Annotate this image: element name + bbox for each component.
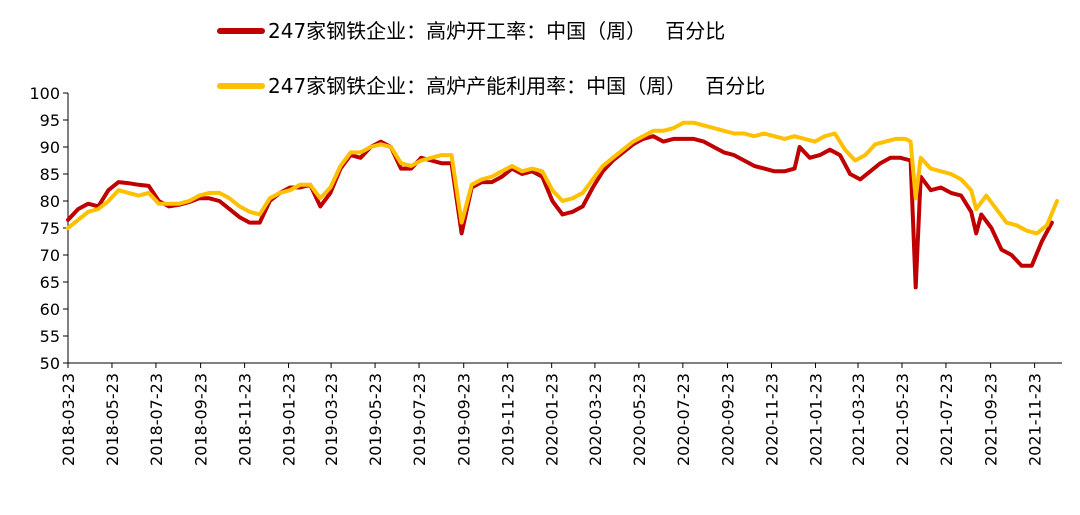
x-tick-label: 2020-09-23	[719, 373, 738, 466]
x-tick-label: 2019-03-23	[322, 373, 341, 466]
y-tick-label: 65	[40, 273, 60, 292]
x-tick-label: 2019-01-23	[280, 373, 299, 466]
legend-label: 247家钢铁企业：高炉开工率：中国（周） 百分比	[268, 19, 725, 43]
y-tick-label: 70	[40, 246, 60, 265]
x-tick-label: 2021-01-23	[806, 373, 825, 466]
legend: 247家钢铁企业：高炉开工率：中国（周） 百分比 247家钢铁企业：高炉产能利用…	[217, 19, 765, 98]
legend-item-blast-furnace-capacity-utilization: 247家钢铁企业：高炉产能利用率：中国（周） 百分比	[217, 74, 765, 98]
x-tick-label: 2019-07-23	[410, 373, 429, 466]
x-axis: 2018-03-23 2018-05-23 2018-07-23 2018-09-23…	[59, 362, 1062, 466]
legend-label: 247家钢铁企业：高炉产能利用率：中国（周） 百分比	[268, 74, 765, 98]
x-tick-label: 2018-07-23	[147, 373, 166, 466]
y-tick-label: 100	[29, 84, 60, 103]
x-tick-label: 2018-09-23	[192, 373, 211, 466]
x-tick-label: 2019-05-23	[366, 373, 385, 466]
x-tick-label: 2019-11-23	[499, 373, 518, 466]
y-axis: 50 55 60 65 70 75 80 85 90 95 100	[29, 84, 69, 373]
y-tick-label: 90	[40, 138, 60, 157]
series-line-1	[66, 120, 1059, 236]
series-line-0	[66, 134, 1054, 290]
x-tick-label: 2021-09-23	[982, 373, 1001, 466]
y-tick-label: 85	[40, 165, 60, 184]
x-tick-label: 2021-07-23	[937, 373, 956, 466]
y-tick-label: 80	[40, 192, 60, 211]
x-tick-label: 2020-03-23	[586, 373, 605, 466]
x-tick-label: 2021-03-23	[849, 373, 868, 466]
x-tick-label: 2019-09-23	[455, 373, 474, 466]
x-tick-label: 2020-05-23	[630, 373, 649, 466]
y-tick-label: 55	[40, 327, 60, 346]
y-tick-label: 50	[40, 354, 60, 373]
x-tick-label: 2020-01-23	[543, 373, 562, 466]
x-tick-label: 2020-11-23	[763, 373, 782, 466]
y-tick-label: 75	[40, 219, 60, 238]
x-tick-label: 2020-07-23	[674, 373, 693, 466]
legend-item-blast-furnace-operating-rate: 247家钢铁企业：高炉开工率：中国（周） 百分比	[217, 19, 725, 43]
x-tick-label: 2021-11-23	[1026, 373, 1045, 466]
x-tick-label: 2018-05-23	[103, 373, 122, 466]
y-tick-label: 60	[40, 300, 60, 319]
y-tick-label: 95	[40, 111, 60, 130]
plot-area	[66, 120, 1059, 290]
x-tick-label: 2018-03-23	[59, 373, 78, 466]
x-tick-label: 2018-11-23	[236, 373, 255, 466]
x-tick-label: 2021-05-23	[893, 373, 912, 466]
